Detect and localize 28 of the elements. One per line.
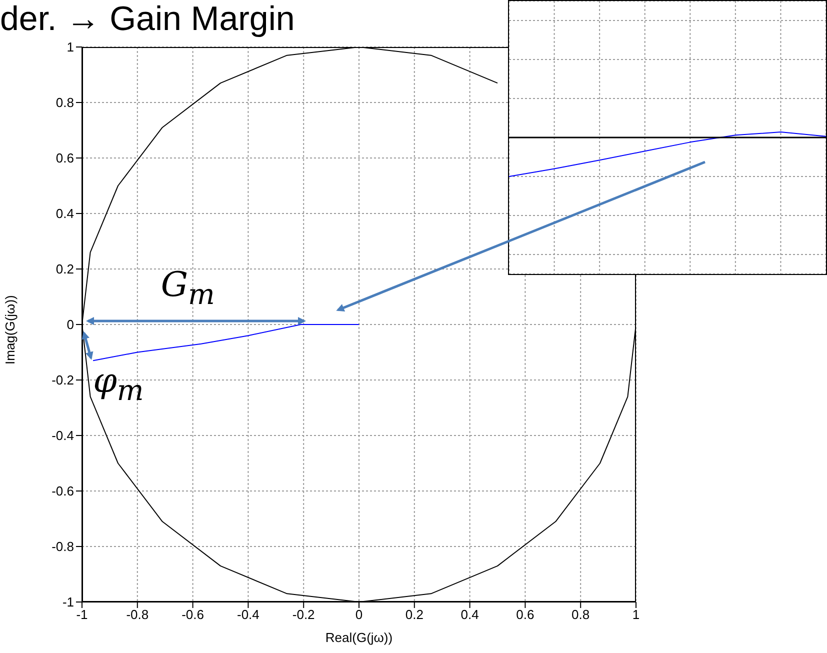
- x-tick-label: -0.4: [236, 607, 260, 622]
- y-tick-label: -0.4: [52, 428, 74, 444]
- x-tick-label: -0.2: [292, 607, 315, 622]
- x-tick-label: 0.4: [460, 607, 479, 622]
- y-axis-title: Imag(G(jω)): [2, 295, 18, 364]
- y-tick-label: -0.6: [52, 484, 74, 499]
- x-tick-label: 0.6: [516, 607, 534, 622]
- y-tick-label: -0.8: [52, 539, 74, 554]
- y-tick-label: 0.8: [56, 95, 74, 110]
- x-tick-label: 0.8: [572, 607, 590, 622]
- x-tick-label: -0.6: [182, 607, 204, 622]
- chart-title: der. → Gain Margin: [0, 0, 295, 39]
- x-tick-label: 0.2: [405, 607, 424, 622]
- y-tick-label: 0.4: [56, 206, 74, 222]
- x-tick-label: -0.8: [126, 607, 149, 622]
- y-tick-label: 1: [66, 40, 74, 55]
- annotation: φ$_{m}$: [93, 360, 144, 406]
- y-tick-label: 0.6: [56, 150, 74, 166]
- x-tick-label: 1: [632, 607, 640, 622]
- x-axis-title: Real(G(jω)): [325, 630, 393, 645]
- x-tick-label: 0: [355, 607, 363, 622]
- y-tick-label: 0.2: [56, 262, 74, 277]
- y-tick-label: -1: [62, 594, 74, 610]
- annotation: G$_{m}$: [160, 264, 215, 310]
- y-tick-label: -0.2: [52, 372, 74, 388]
- y-tick-label: 0: [66, 317, 74, 332]
- x-tick-label: -1: [76, 607, 88, 622]
- line-series: [92, 324, 360, 362]
